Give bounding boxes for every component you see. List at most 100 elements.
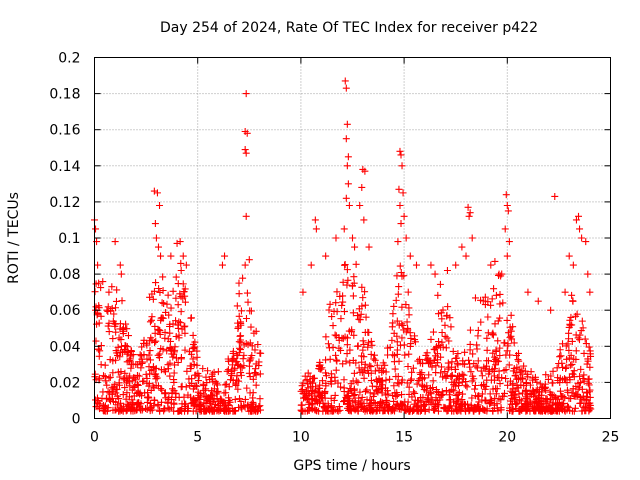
data-point: [164, 365, 172, 373]
data-point: [359, 346, 367, 354]
data-point: [360, 368, 368, 376]
data-point: [161, 334, 169, 342]
data-point: [342, 357, 350, 365]
data-point: [526, 407, 534, 415]
data-point: [352, 260, 360, 268]
data-point: [343, 162, 351, 170]
data-point: [104, 322, 112, 330]
data-point: [324, 340, 332, 348]
data-point: [356, 202, 364, 210]
data-point: [164, 291, 172, 299]
data-point: [241, 261, 249, 269]
data-point: [237, 403, 245, 411]
data-point: [502, 375, 510, 383]
data-point: [492, 347, 500, 355]
data-point: [478, 372, 486, 380]
data-point: [138, 406, 146, 414]
x-axis-label: GPS time / hours: [293, 458, 410, 474]
data-point: [122, 395, 130, 403]
data-point: [428, 396, 436, 404]
data-point: [495, 374, 503, 382]
data-point: [149, 295, 157, 303]
data-point: [464, 203, 472, 211]
data-point: [333, 406, 341, 414]
data-point: [424, 354, 432, 362]
data-point: [584, 357, 592, 365]
data-point: [501, 225, 509, 233]
data-point: [335, 336, 343, 344]
data-point: [436, 280, 444, 288]
data-point: [568, 360, 576, 368]
data-point: [475, 398, 483, 406]
data-point: [331, 391, 339, 399]
data-point: [234, 323, 242, 331]
data-point: [520, 362, 528, 370]
data-point: [443, 334, 451, 342]
data-point: [345, 327, 353, 335]
data-point: [444, 303, 452, 311]
data-point: [213, 388, 221, 396]
data-point: [547, 372, 555, 380]
data-point: [365, 329, 373, 337]
data-point: [474, 332, 482, 340]
data-point: [235, 338, 243, 346]
data-point: [194, 395, 202, 403]
data-point: [468, 234, 476, 242]
data-point: [486, 390, 494, 398]
data-point: [183, 367, 191, 375]
data-point: [106, 356, 114, 364]
data-point: [582, 340, 590, 348]
data-point: [496, 351, 504, 359]
data-point: [234, 361, 242, 369]
data-point: [249, 407, 257, 415]
data-point: [575, 212, 583, 220]
data-point: [447, 363, 455, 371]
data-point: [510, 364, 518, 372]
data-point: [141, 389, 149, 397]
data-point: [108, 390, 116, 398]
data-point: [437, 369, 445, 377]
data-point: [393, 346, 401, 354]
axis-ticks: [94, 57, 611, 419]
data-point: [442, 387, 450, 395]
data-point: [114, 368, 122, 376]
data-point: [245, 369, 253, 377]
data-point: [445, 396, 453, 404]
data-point: [316, 388, 324, 396]
data-point: [576, 393, 584, 401]
data-point: [256, 395, 264, 403]
data-point: [366, 407, 374, 415]
data-point: [398, 376, 406, 384]
data-point: [170, 369, 178, 377]
data-point: [159, 286, 167, 294]
data-point: [150, 384, 158, 392]
data-point: [230, 354, 238, 362]
data-point: [181, 298, 189, 306]
data-point: [452, 261, 460, 269]
data-point: [116, 261, 124, 269]
data-point: [350, 331, 358, 339]
data-point: [156, 406, 164, 414]
data-point: [298, 406, 306, 414]
data-point: [404, 363, 412, 371]
data-point: [398, 334, 406, 342]
data-point: [403, 379, 411, 387]
data-point: [177, 406, 185, 414]
data-point: [521, 402, 529, 410]
data-point: [331, 331, 339, 339]
data-point: [221, 405, 229, 413]
data-point: [366, 389, 374, 397]
data-point: [157, 345, 165, 353]
data-point: [402, 234, 410, 242]
data-point: [409, 364, 417, 372]
data-point: [124, 377, 132, 385]
data-point: [316, 381, 324, 389]
data-point: [487, 397, 495, 405]
data-point: [208, 391, 216, 399]
data-point: [396, 147, 404, 155]
data-point: [358, 302, 366, 310]
data-point: [578, 407, 586, 415]
data-point: [553, 400, 561, 408]
data-point: [439, 390, 447, 398]
data-point: [392, 373, 400, 381]
